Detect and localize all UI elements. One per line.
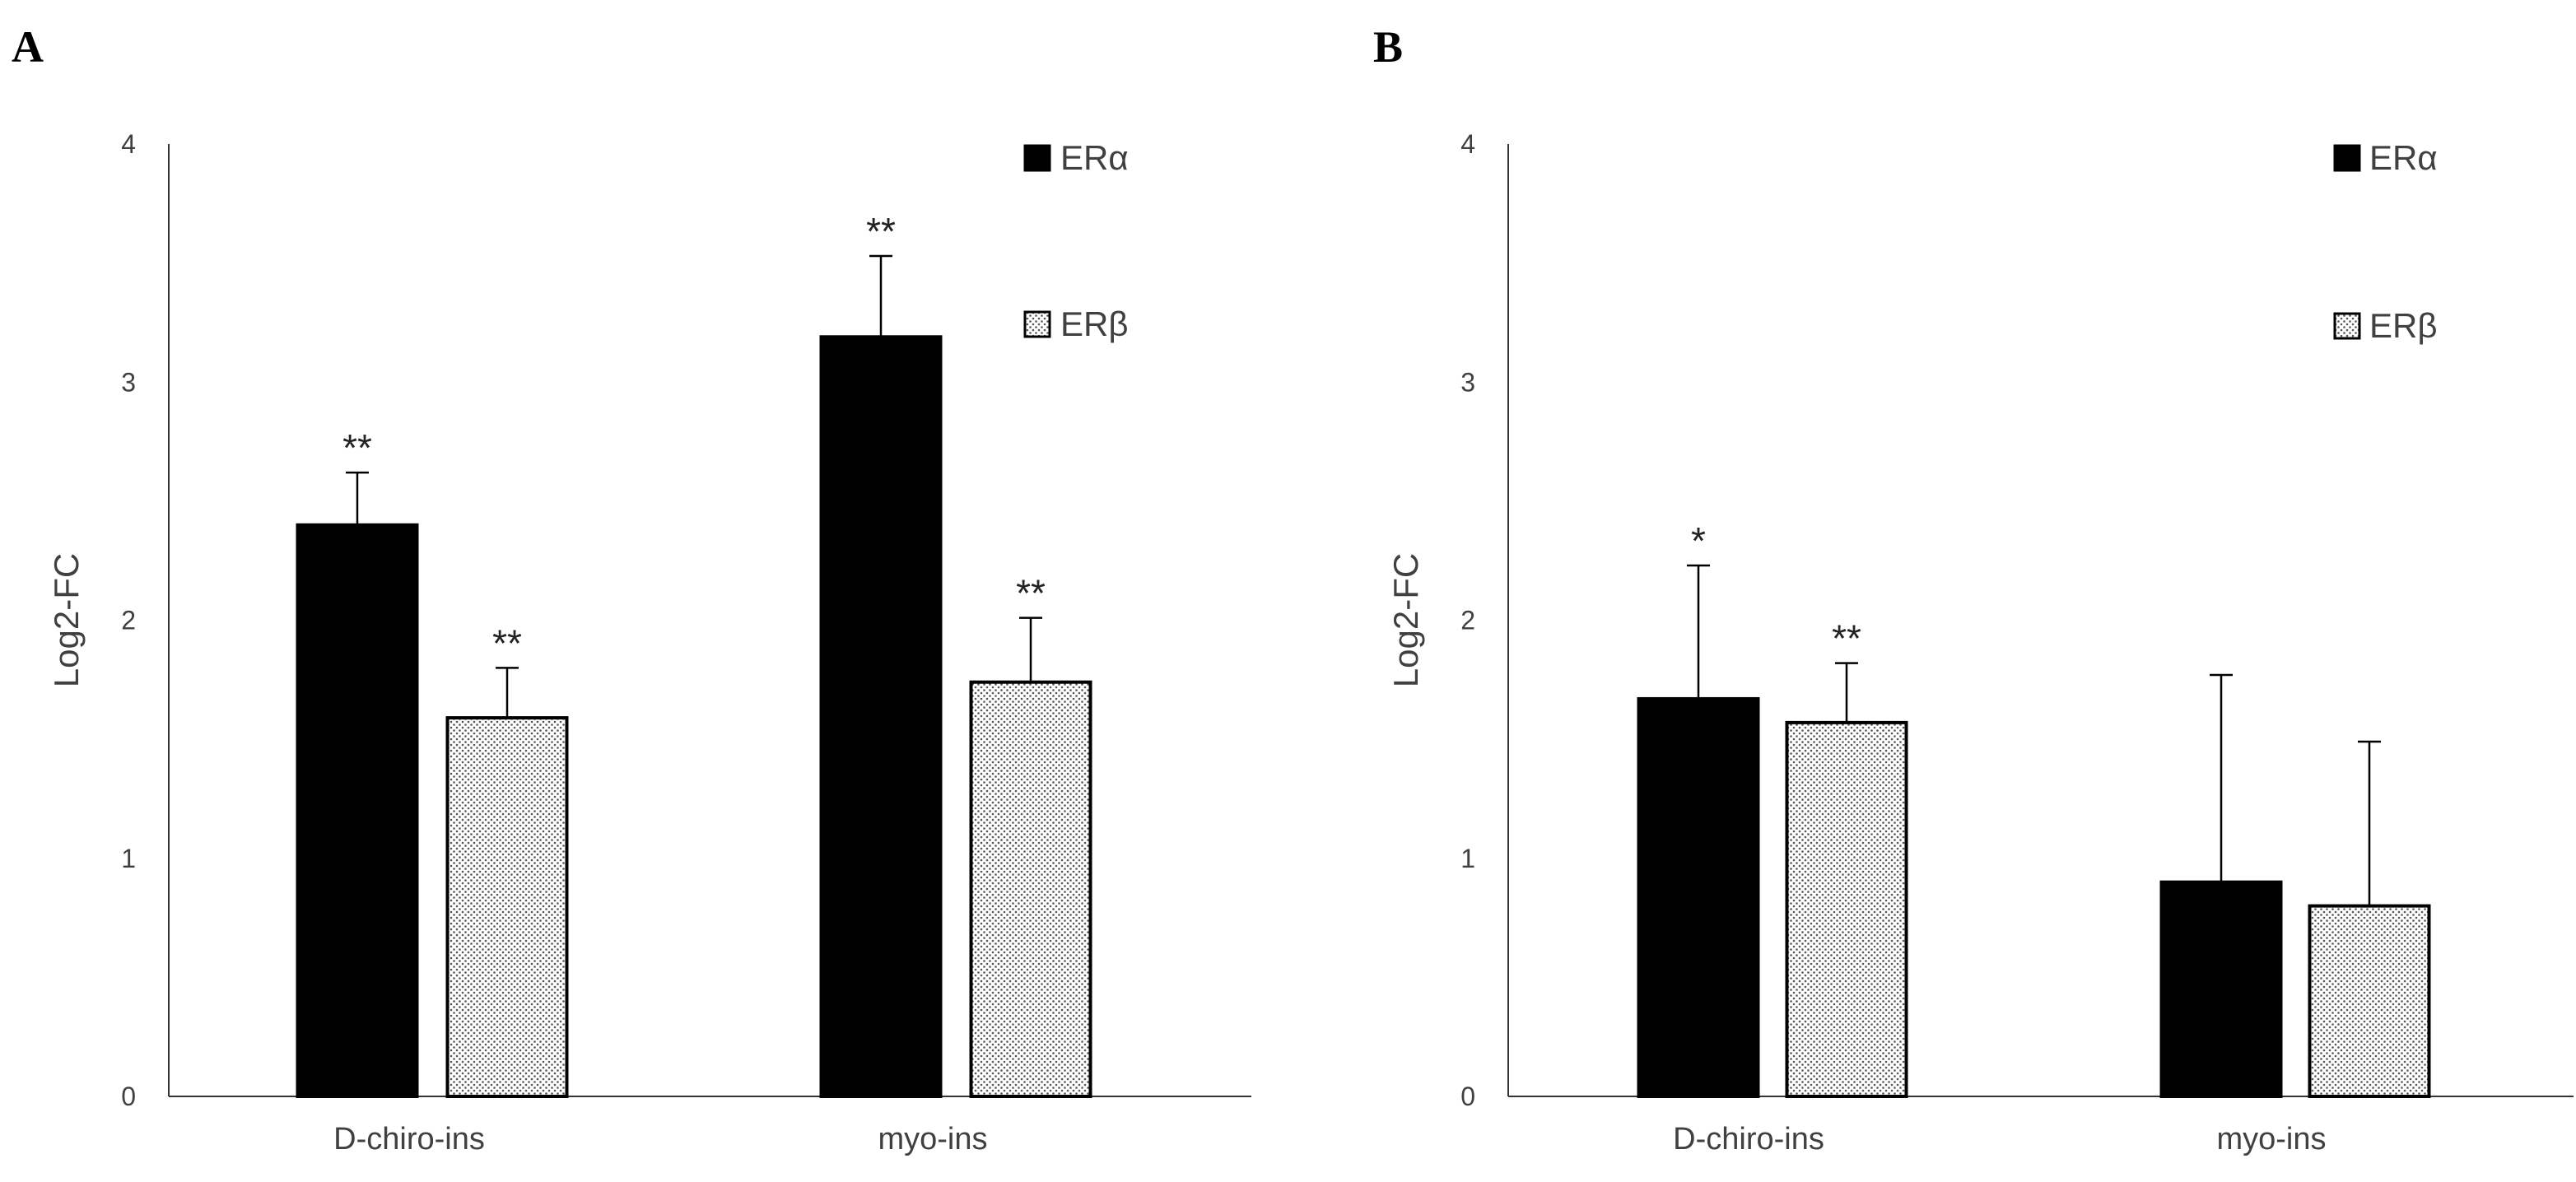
x-category-label: myo-ins bbox=[2216, 1122, 2326, 1156]
legend-swatch bbox=[1023, 310, 1051, 338]
legend-label: ERβ bbox=[1060, 305, 1129, 343]
bar-er-beta-myo-ins bbox=[969, 680, 1092, 1099]
y-tick-label: 2 bbox=[1460, 606, 1475, 635]
y-axis-title: Log2-FC bbox=[1386, 553, 1425, 687]
significance-marker: ** bbox=[492, 621, 522, 664]
y-tick-label: 4 bbox=[1460, 129, 1475, 159]
x-category-label: D-chiro-ins bbox=[1673, 1122, 1824, 1156]
y-tick-label: 4 bbox=[121, 129, 136, 159]
chart-panel-a: A 0 1 2 3 4 Log2-FC D-chiro-ins myo-ins ** ** ERα **… bbox=[12, 22, 1251, 1156]
panel-letter: A bbox=[12, 22, 44, 72]
bar-er-beta-d-chiro-ins bbox=[1785, 720, 1908, 1098]
legend-swatch bbox=[2333, 144, 2361, 172]
bar-er-beta-myo-ins bbox=[2308, 904, 2431, 1098]
bar-er-beta-d-chiro-ins bbox=[445, 716, 569, 1099]
bar-er-alpha-d-chiro-ins bbox=[296, 523, 419, 1098]
y-tick-label: 1 bbox=[1460, 844, 1475, 873]
significance-marker: ** bbox=[342, 426, 372, 469]
y-tick-label: 2 bbox=[121, 606, 136, 635]
significance-marker: * bbox=[1691, 519, 1706, 562]
y-tick-label: 0 bbox=[121, 1082, 136, 1111]
bar-er-alpha-myo-ins bbox=[819, 335, 943, 1099]
x-category-label: D-chiro-ins bbox=[333, 1122, 485, 1156]
bar-er-alpha-d-chiro-ins bbox=[1637, 696, 1760, 1098]
y-tick-label: 3 bbox=[121, 367, 136, 397]
legend-label: ERα bbox=[1060, 138, 1129, 177]
y-tick-label: 3 bbox=[1460, 367, 1475, 397]
x-category-label: myo-ins bbox=[878, 1122, 987, 1156]
significance-marker: ** bbox=[1016, 572, 1046, 615]
legend-label: ERβ bbox=[2369, 306, 2438, 345]
legend-swatch bbox=[1023, 144, 1051, 172]
legend-label: ERα bbox=[2369, 138, 2438, 177]
bar-er-alpha-myo-ins bbox=[2159, 880, 2283, 1099]
significance-marker: ** bbox=[866, 210, 896, 253]
legend-swatch bbox=[2333, 312, 2361, 340]
y-axis-title: Log2-FC bbox=[47, 553, 86, 687]
panel-letter: B bbox=[1373, 22, 1403, 72]
y-tick-label: 0 bbox=[1460, 1082, 1475, 1111]
chart-panel-b: B 0 1 2 3 4 Log2-FC D-chiro-ins myo-ins * ERα ** ERβ bbox=[1373, 22, 2574, 1156]
significance-marker: ** bbox=[1832, 617, 1861, 660]
y-tick-label: 1 bbox=[121, 844, 136, 873]
